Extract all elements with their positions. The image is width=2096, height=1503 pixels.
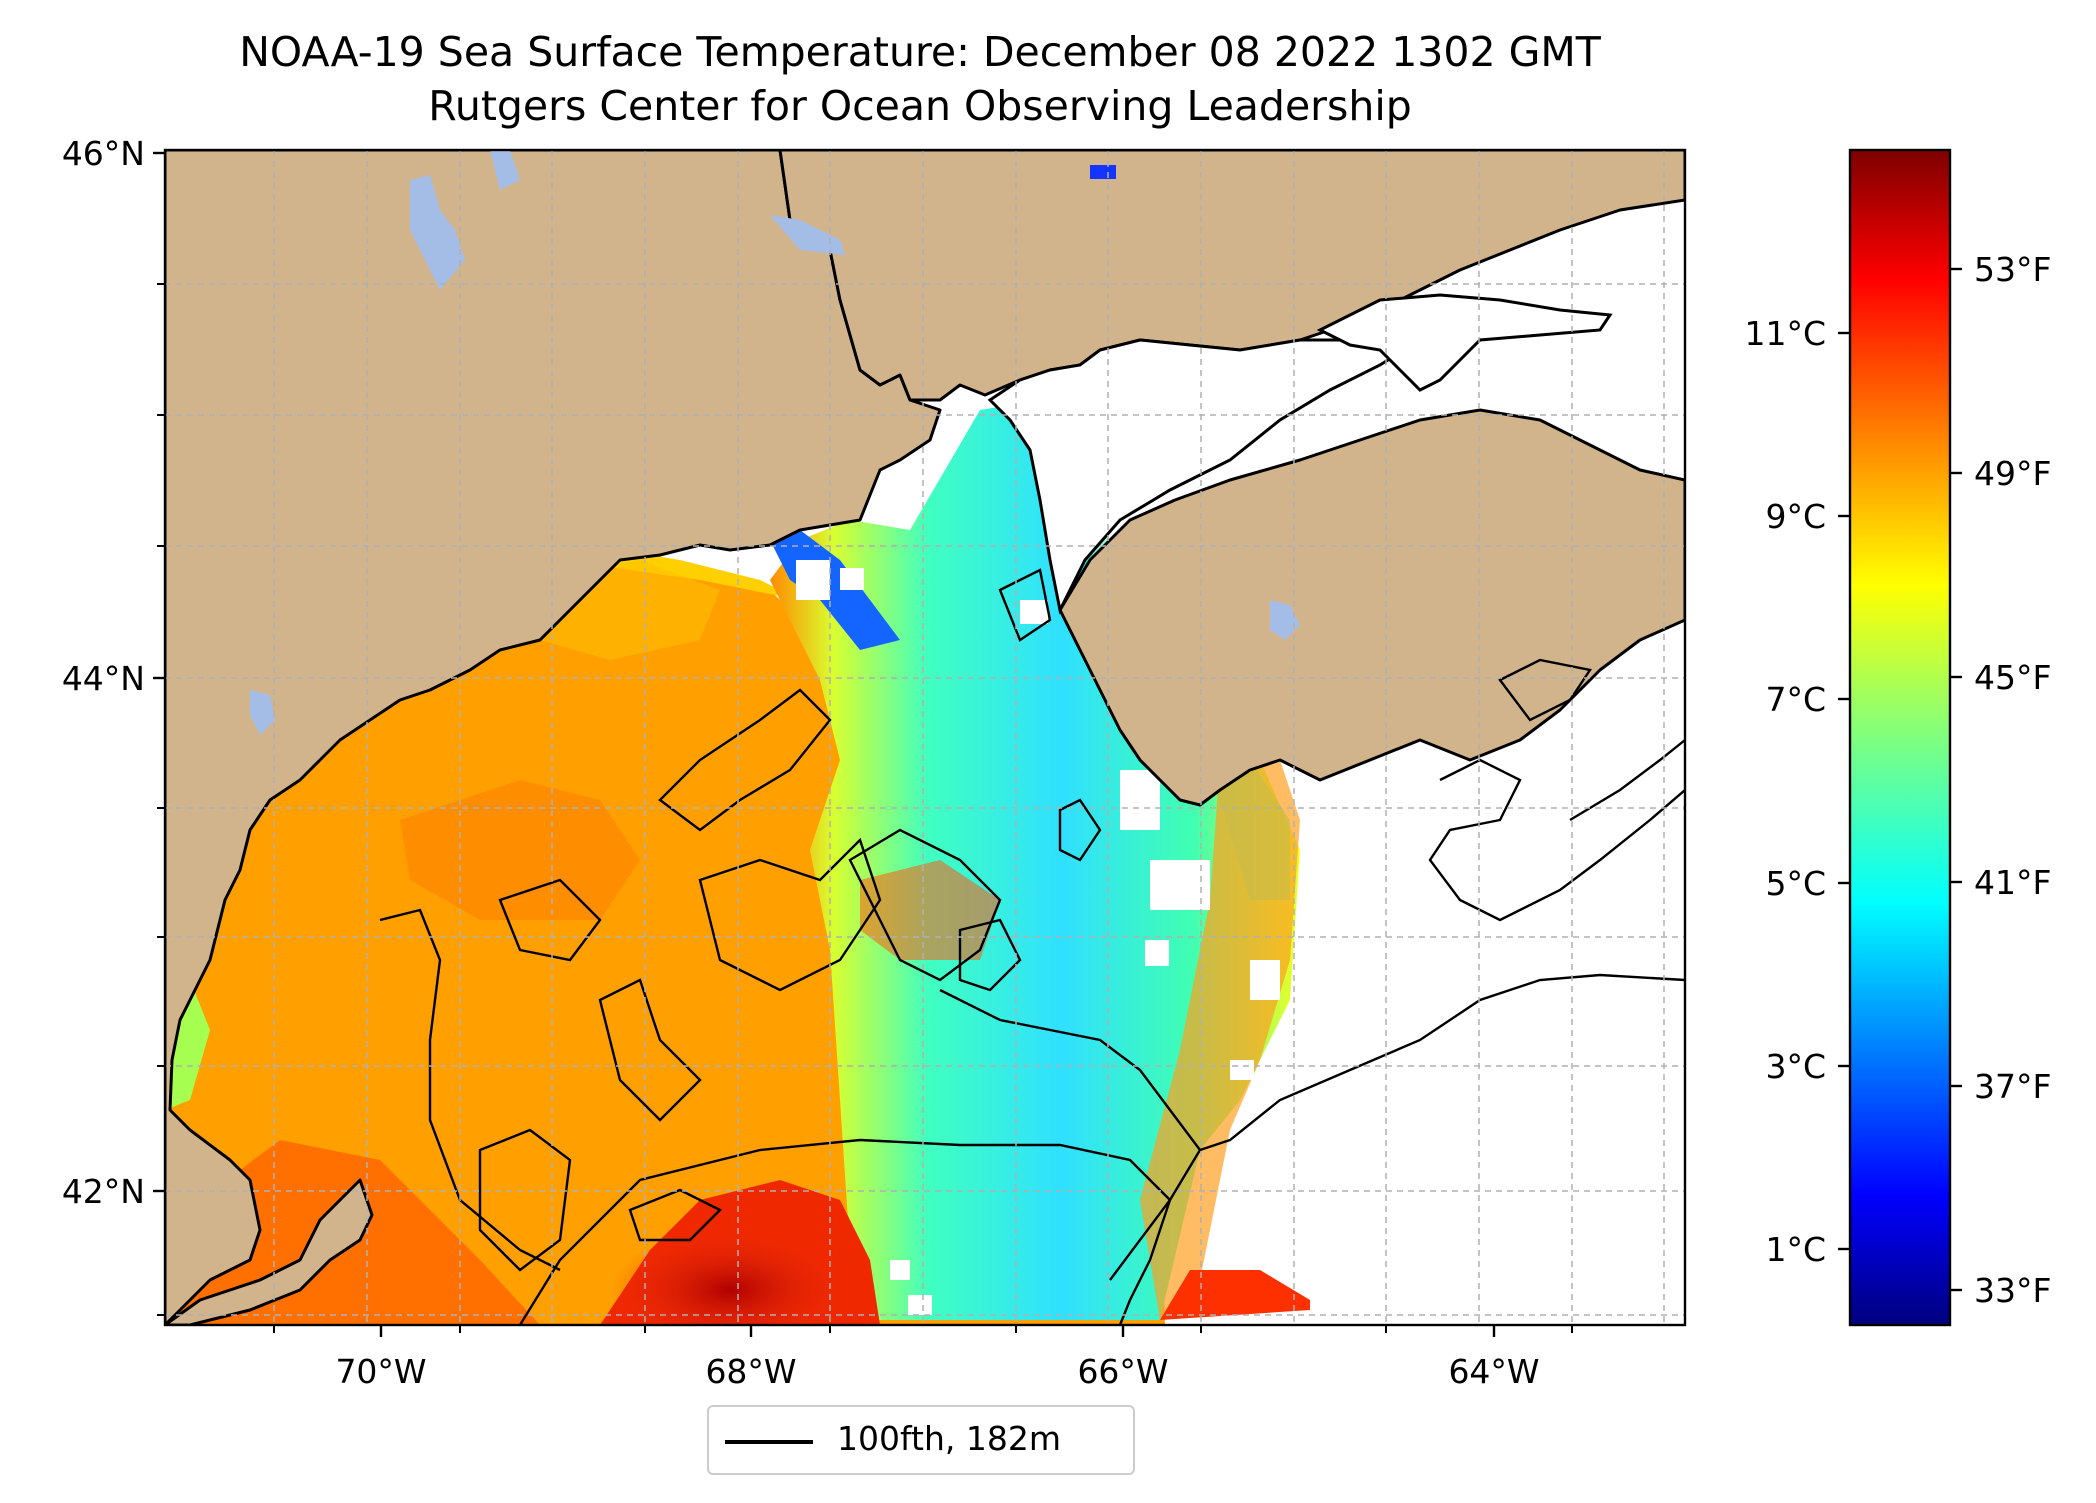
colorbar — [1848, 148, 1952, 1327]
celsius-tick-label: 9°C — [1765, 497, 1826, 536]
fahrenheit-tick-label: 53°F — [1974, 250, 2051, 289]
isobath-100fth — [379, 568, 1685, 1325]
legend-label: 100fth, 182m — [837, 1419, 1061, 1458]
celsius-tick-label: 3°C — [1765, 1047, 1826, 1086]
fahrenheit-tick-label: 33°F — [1974, 1271, 2051, 1310]
fahrenheit-tick-label: 49°F — [1974, 454, 2051, 493]
celsius-tick-label: 5°C — [1765, 864, 1826, 903]
lon-tick-label: 66°W — [1077, 1352, 1168, 1391]
lon-tick-label: 70°W — [335, 1352, 426, 1391]
land-masses — [165, 150, 1685, 1325]
legend: 100fth, 182m — [707, 1405, 1135, 1475]
colorbar-fahrenheit-ticks: 53°F 49°F 45°F 41°F 37°F 33°F — [1950, 250, 2051, 1310]
lat-tick-label: 46°N — [62, 134, 145, 173]
celsius-tick-label: 7°C — [1765, 680, 1826, 719]
lon-tick-label: 68°W — [705, 1352, 796, 1391]
map-subtitle: Rutgers Center for Ocean Observing Leade… — [428, 82, 1412, 130]
lat-tick-label: 44°N — [62, 659, 145, 698]
minor-ticks — [157, 283, 1573, 1333]
celsius-tick-label: 1°C — [1765, 1230, 1826, 1269]
lat-tick-label: 42°N — [62, 1172, 145, 1211]
lon-ticks: 70°W 68°W 66°W 64°W — [335, 1325, 1540, 1391]
nova-scotia — [1058, 408, 1685, 807]
cape-cod — [165, 1178, 374, 1325]
fahrenheit-tick-label: 41°F — [1974, 863, 2051, 902]
lat-ticks: 46°N 44°N 42°N — [62, 134, 165, 1211]
fahrenheit-tick-label: 45°F — [1974, 658, 2051, 697]
lon-tick-label: 64°W — [1448, 1352, 1539, 1391]
map-frame — [163, 148, 1687, 1327]
fahrenheit-tick-label: 37°F — [1974, 1067, 2051, 1106]
lakes — [250, 150, 1300, 735]
celsius-tick-label: 11°C — [1744, 314, 1826, 353]
cloud-gaps — [796, 560, 1280, 1315]
legend-line-swatch — [725, 1440, 813, 1444]
colorbar-celsius-ticks: 11°C 9°C 7°C 5°C 3°C 1°C — [1744, 314, 1850, 1269]
gridlines — [165, 150, 1685, 1325]
map-title: NOAA-19 Sea Surface Temperature: Decembe… — [239, 28, 1601, 76]
